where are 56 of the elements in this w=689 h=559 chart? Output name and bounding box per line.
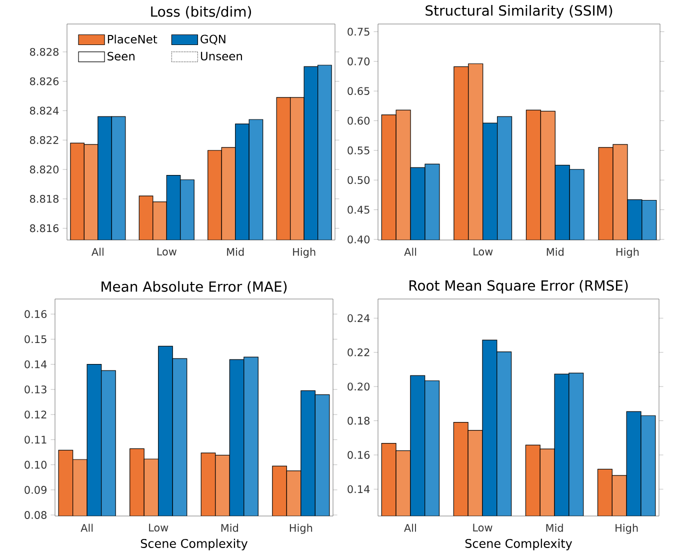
y-tick-label: 0.45 <box>348 206 370 214</box>
x-tick-label: Low <box>149 524 168 532</box>
chart-title: Loss (bits/dim) <box>151 6 252 18</box>
y-tick-label: 8.824 <box>30 106 59 115</box>
x-tick-label: Mid <box>546 248 564 256</box>
y-tick-label: 0.20 <box>348 382 370 390</box>
y-tick-label: 8.816 <box>30 224 59 232</box>
y-tick-label: 0.10 <box>24 460 47 469</box>
y-tick-label: 0.09 <box>24 486 46 494</box>
y-tick-label: 0.50 <box>348 176 370 184</box>
y-tick-label: 0.11 <box>24 436 46 444</box>
x-tick-label: High <box>616 524 638 534</box>
x-tick-label: Mid <box>546 524 563 532</box>
y-tick-label: 0.16 <box>348 450 370 459</box>
x-tick-label: All <box>92 248 104 256</box>
y-tick-label: 8.818 <box>30 194 59 203</box>
y-tick-label: 8.820 <box>30 166 59 174</box>
x-axis-title: Scene Complexity <box>140 538 248 550</box>
legend-label: PlaceNet <box>108 34 158 44</box>
y-tick-label: 0.24 <box>348 314 370 322</box>
y-tick-label: 0.55 <box>348 146 370 154</box>
y-tick-label: 0.08 <box>24 511 47 519</box>
x-axis-title: Scene Complexity <box>465 538 572 550</box>
y-tick-label: 8.828 <box>30 48 59 56</box>
x-tick-label: Mid <box>221 524 238 532</box>
y-tick-label: 0.15 <box>24 335 46 344</box>
y-tick-label: 0.18 <box>348 416 370 425</box>
x-tick-label: All <box>404 248 416 256</box>
y-tick-label: 0.16 <box>24 310 47 318</box>
annotation: Seen <box>108 52 134 60</box>
y-tick-label: 0.22 <box>348 348 370 356</box>
x-tick-label: All <box>404 524 416 532</box>
y-tick-label: 0.14 <box>24 360 47 368</box>
x-tick-label: High <box>290 524 312 534</box>
chart-title: Mean Absolute Error (MAE) <box>102 281 287 294</box>
legend-label: GQN <box>200 34 226 45</box>
y-tick-label: 0.40 <box>348 235 370 244</box>
y-tick-label: 0.14 <box>348 485 370 494</box>
y-tick-label: 0.70 <box>348 57 370 66</box>
x-tick-label: High <box>293 248 316 258</box>
chart-title: Root Mean Square Error (RMSE) <box>410 280 628 294</box>
x-tick-label: Mid <box>227 248 244 256</box>
y-tick-label: 0.13 <box>24 385 46 394</box>
y-tick-label: 0.60 <box>348 116 370 125</box>
chart-title: Structural Similarity (SSIM) <box>426 5 612 18</box>
y-tick-label: 0.12 <box>24 410 46 418</box>
y-tick-label: 8.822 <box>30 136 58 144</box>
x-tick-label: Low <box>157 248 176 256</box>
y-tick-label: 0.65 <box>348 87 370 95</box>
x-tick-label: Low <box>473 524 492 532</box>
x-tick-label: All <box>80 524 93 532</box>
annotation: Unseen <box>200 52 242 60</box>
x-tick-label: Low <box>474 248 493 256</box>
y-tick-label: 0.75 <box>348 28 370 36</box>
x-tick-label: High <box>616 248 639 258</box>
y-tick-label: 8.826 <box>30 77 59 86</box>
